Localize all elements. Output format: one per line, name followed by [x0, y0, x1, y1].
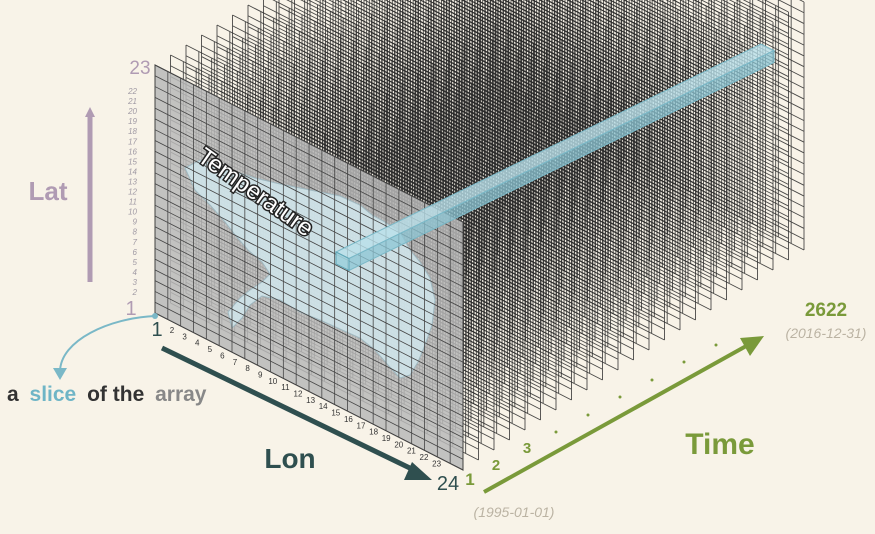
lat-tick-label: 22 [127, 87, 137, 96]
front-slice-panel [154, 64, 464, 471]
lon-tick-label: 21 [407, 447, 416, 456]
lat-tick-label: 13 [128, 177, 137, 186]
lon-tick-label: 2 [170, 326, 175, 335]
lat-tick-label: 20 [127, 107, 137, 116]
lon-max-label: 24 [437, 473, 459, 495]
lon-axis: Lon 1 24 2345678910111213141516171819202… [151, 319, 459, 495]
lon-arrow-line [160, 345, 420, 475]
lon-tick-label: 11 [281, 383, 290, 392]
lon-tick-label: 17 [357, 421, 366, 430]
front-grid-lines [154, 64, 464, 471]
lon-tick-label: 12 [294, 390, 303, 399]
caption-array-word: array [155, 383, 207, 406]
lat-tick-label: 11 [129, 198, 137, 207]
lat-tick-label: 17 [128, 137, 137, 146]
lon-tick-label: 3 [182, 332, 187, 341]
lon-tick-label: 5 [208, 345, 213, 354]
time-dot [682, 360, 686, 364]
lon-tick-label: 19 [382, 434, 391, 443]
caption-slice-word: slice [30, 383, 77, 406]
slice-callout: a slice of the array [7, 313, 207, 406]
lon-axis-label: Lon [264, 443, 315, 474]
lat-tick-label: 9 [133, 218, 138, 227]
time-dot [618, 395, 622, 399]
lat-tick-label: 6 [133, 248, 138, 257]
time-dot [714, 343, 718, 347]
lon-tick-label: 18 [369, 428, 378, 437]
lon-tick-label: 23 [432, 459, 441, 468]
tube-end-face [335, 251, 350, 272]
lat-tick-label: 15 [128, 157, 137, 166]
lat-tick-label: 12 [128, 188, 137, 197]
lon-min-label: 1 [151, 319, 162, 341]
time-third-index: 3 [523, 440, 531, 457]
lat-tick-label: 18 [128, 127, 137, 136]
lon-arrow-head [404, 462, 432, 480]
slice-caption: a slice of the array [7, 383, 207, 406]
lon-tick-label: 9 [258, 370, 263, 379]
time-dot [586, 413, 590, 417]
lat-tick-label: 4 [133, 268, 138, 277]
lat-tick-label: 3 [133, 278, 138, 287]
time-arrow-line [483, 343, 749, 494]
callout-arrow-head [53, 368, 67, 380]
caption-middle: of the [87, 383, 144, 406]
lat-tick-label: 5 [133, 258, 138, 267]
lon-tick-label: 13 [306, 396, 315, 405]
lat-tick-label: 10 [128, 208, 137, 217]
lat-tick-label: 8 [133, 228, 138, 237]
lat-tick-label: 19 [128, 117, 137, 126]
time-start-date: (1995-01-01) [474, 504, 555, 520]
time-end-index: 2622 [805, 300, 847, 321]
lon-tick-label: 8 [245, 364, 250, 373]
lon-tick-label: 20 [394, 440, 403, 449]
lon-tick-label: 10 [268, 377, 277, 386]
time-dot [554, 430, 558, 434]
time-series-tube [334, 43, 776, 272]
lon-tick-label: 16 [344, 415, 353, 424]
lat-tick-label: 7 [133, 238, 138, 247]
lon-tick-label: 4 [195, 339, 200, 348]
lon-tick-label: 6 [220, 351, 225, 360]
lat-tick-label: 2 [132, 288, 138, 297]
lon-tick-label: 14 [319, 402, 328, 411]
lat-axis: Lat 23 1 2345678910111213141516171819202… [29, 58, 151, 320]
lat-tick-label: 14 [128, 167, 137, 176]
lat-axis-label: Lat [29, 176, 68, 206]
lat-tick-label: 21 [127, 97, 137, 106]
callout-anchor-dot [152, 313, 158, 319]
time-end-date: (2016-12-31) [786, 325, 867, 341]
time-second-index: 2 [492, 457, 500, 474]
lon-tick-label: 7 [233, 358, 238, 367]
time-axis-label: Time [685, 428, 754, 461]
callout-curve [59, 315, 156, 373]
lat-max-label: 23 [129, 58, 150, 79]
lat-tick-label: 16 [128, 147, 137, 156]
time-start-index: 1 [465, 470, 474, 489]
time-axis: Time 1 2 3 2622 (2016-12-31) (1995-01-01… [465, 300, 866, 520]
lat-min-label: 1 [125, 298, 136, 320]
caption-prefix: a [7, 383, 19, 406]
lon-tick-label: 22 [420, 453, 429, 462]
lon-tick-label: 15 [331, 409, 340, 418]
time-ellipsis-dots [554, 343, 718, 434]
time-dot [650, 378, 654, 382]
time-arrow-head [740, 336, 764, 356]
front-slice-grid [154, 64, 464, 471]
